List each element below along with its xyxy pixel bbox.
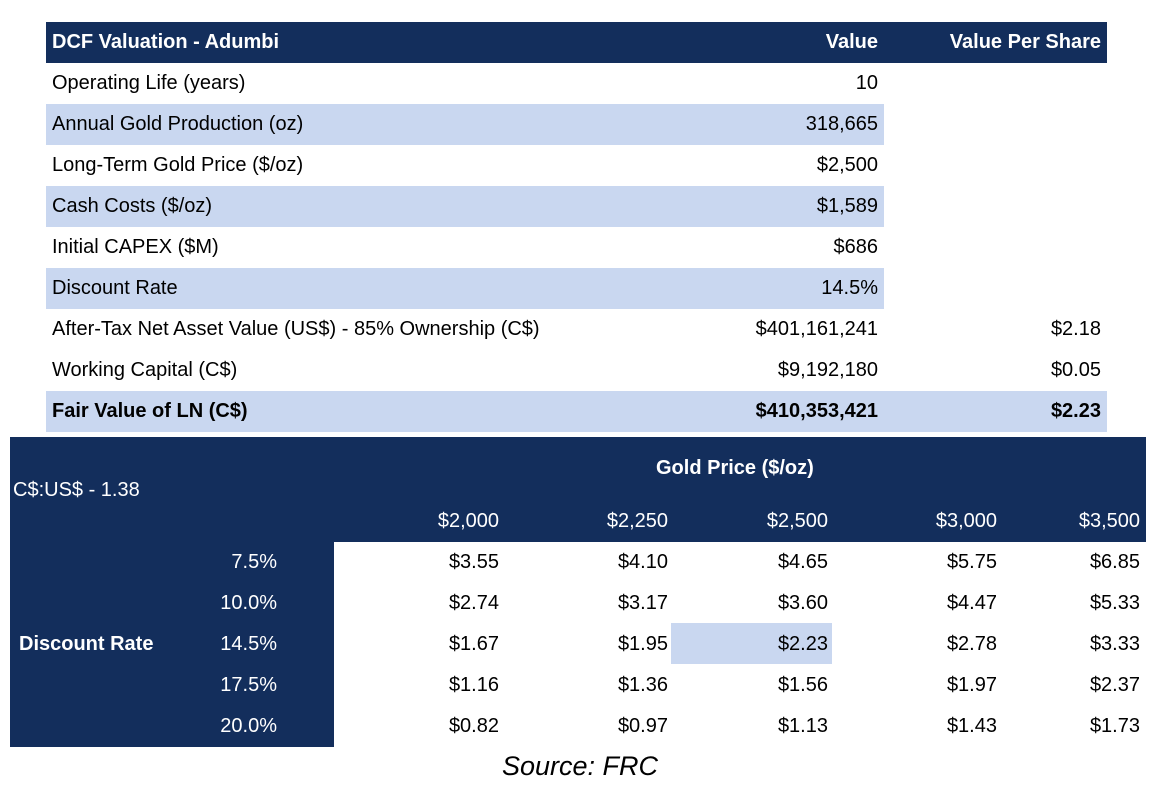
row-value: 318,665: [805, 113, 878, 135]
sensitivity-cell: $0.82: [448, 715, 499, 737]
sensitivity-cell: $2.37: [1089, 674, 1140, 696]
value-column-header: Value: [825, 31, 878, 53]
table-row: After-Tax Net Asset Value (US$) - 85% Ow…: [46, 309, 1107, 350]
dcf-title: DCF Valuation - Adumbi: [52, 31, 280, 53]
column-header: $2,250: [606, 510, 668, 532]
row-value: 10: [855, 72, 878, 94]
sensitivity-cell: $4.65: [777, 551, 828, 573]
table-row: Annual Gold Production (oz) 318,665: [46, 104, 1107, 145]
discount-rate-axis-title: Discount Rate: [19, 633, 154, 655]
dcf-header-row: DCF Valuation - Adumbi Value Value Per S…: [46, 22, 1107, 63]
rate-label: 20.0%: [220, 715, 277, 737]
row-per-share: $2.23: [1050, 400, 1101, 422]
row-value: $410,353,421: [755, 400, 878, 422]
sensitivity-cell: $3.60: [777, 592, 828, 614]
row-value: $686: [833, 236, 879, 258]
gold-price-axis-title: Gold Price ($/oz): [656, 457, 814, 479]
table-row: Initial CAPEX ($M) $686: [46, 227, 1107, 268]
sensitivity-cell: $1.73: [1089, 715, 1140, 737]
source-caption: Source: FRC: [501, 751, 659, 781]
row-label: Annual Gold Production (oz): [52, 113, 304, 135]
row-label: Discount Rate: [52, 277, 178, 299]
sensitivity-cell: $1.97: [946, 674, 997, 696]
sensitivity-cell: $1.16: [448, 674, 499, 696]
per-share-column-header: Value Per Share: [949, 31, 1101, 53]
table-row: Long-Term Gold Price ($/oz) $2,500: [46, 145, 1107, 186]
row-value: $2,500: [816, 154, 878, 176]
sensitivity-cell: $6.85: [1089, 551, 1140, 573]
table-row: Discount Rate 14.5%: [46, 268, 1107, 309]
row-label: Operating Life (years): [52, 72, 246, 94]
sensitivity-cell: $2.78: [946, 633, 997, 655]
sensitivity-cell: $1.67: [448, 633, 499, 655]
rate-label: 17.5%: [220, 674, 277, 696]
table-row: Working Capital (C$) $9,192,180 $0.05: [46, 350, 1107, 391]
column-header: $3,000: [935, 510, 997, 532]
sensitivity-cell: $4.47: [946, 592, 997, 614]
sensitivity-cell: $5.75: [946, 551, 997, 573]
rate-label: 7.5%: [231, 551, 277, 573]
sensitivity-cell: $1.13: [777, 715, 828, 737]
row-label: Fair Value of LN (C$): [52, 400, 248, 422]
row-per-share: $2.18: [1050, 318, 1101, 340]
fx-rate-label: C$:US$ - 1.38: [13, 479, 140, 501]
row-value: 14.5%: [821, 277, 878, 299]
column-header: $3,500: [1078, 510, 1140, 532]
table-row: Operating Life (years) 10: [46, 63, 1107, 104]
sensitivity-cell: $3.17: [617, 592, 668, 614]
row-value: $9,192,180: [777, 359, 878, 381]
sensitivity-cell: $5.33: [1089, 592, 1140, 614]
row-value: $1,589: [816, 195, 878, 217]
rate-label: 14.5%: [220, 633, 277, 655]
row-label: Initial CAPEX ($M): [52, 236, 219, 258]
row-value: $401,161,241: [755, 318, 878, 340]
sensitivity-cell: $0.97: [617, 715, 668, 737]
sensitivity-cell-base-case: $2.23: [777, 633, 828, 655]
column-header: $2,000: [437, 510, 499, 532]
sensitivity-cell: $3.33: [1089, 633, 1140, 655]
table-row: Cash Costs ($/oz) $1,589: [46, 186, 1107, 227]
sensitivity-cell: $3.55: [448, 551, 499, 573]
row-label: Long-Term Gold Price ($/oz): [52, 154, 304, 176]
row-label: Cash Costs ($/oz): [52, 195, 213, 217]
base-case-highlight: [671, 623, 832, 664]
fair-value-row: Fair Value of LN (C$) $410,353,421 $2.23: [46, 391, 1107, 432]
column-header: $2,500: [766, 510, 828, 532]
row-per-share: $0.05: [1050, 359, 1101, 381]
row-label: After-Tax Net Asset Value (US$) - 85% Ow…: [52, 318, 540, 340]
sensitivity-cell: $1.95: [617, 633, 668, 655]
dcf-valuation-table: DCF Valuation - Adumbi Value Value Per S…: [46, 22, 1107, 432]
rate-label: 10.0%: [220, 592, 277, 614]
sensitivity-table: C$:US$ - 1.38 Gold Price ($/oz) Discount…: [10, 437, 1146, 747]
sensitivity-cell: $4.10: [617, 551, 668, 573]
sensitivity-cell: $1.43: [946, 715, 997, 737]
sensitivity-cell: $2.74: [448, 592, 499, 614]
sensitivity-cell: $1.36: [617, 674, 668, 696]
sensitivity-cell: $1.56: [777, 674, 828, 696]
row-label: Working Capital (C$): [52, 359, 238, 381]
